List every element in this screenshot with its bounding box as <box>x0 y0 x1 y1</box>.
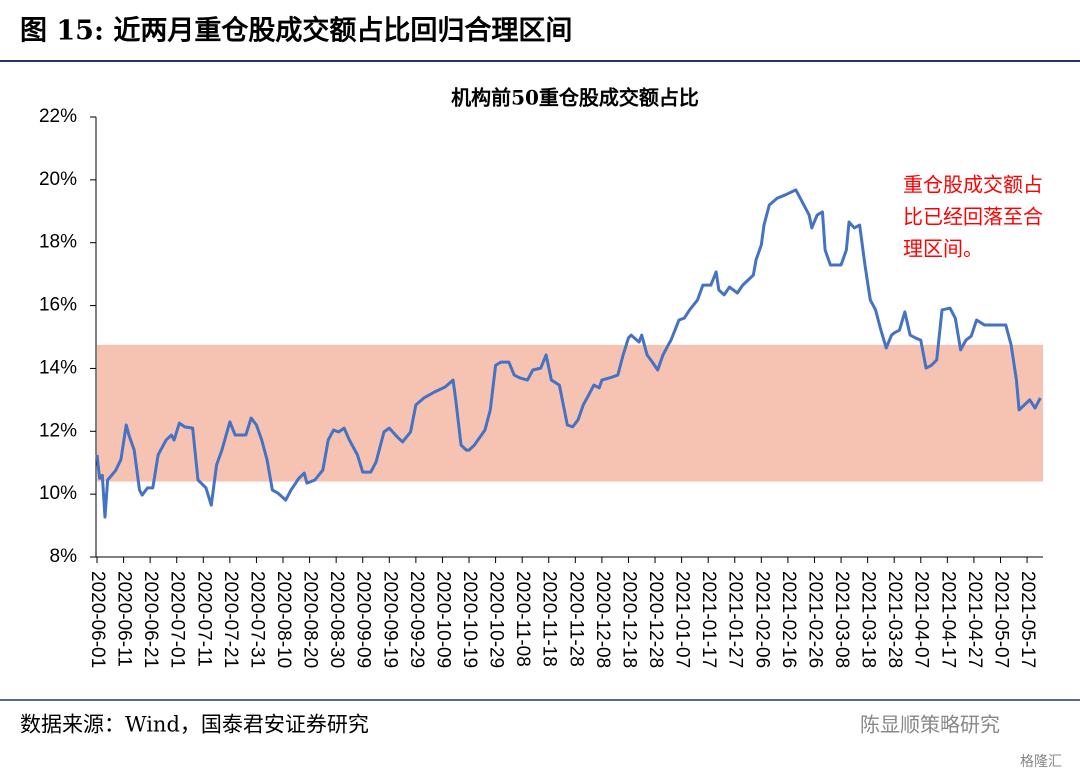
x-tick-label: 2021-02-26 <box>804 571 825 668</box>
source: 数据来源：Wind，国泰君安证券研究 <box>20 713 369 737</box>
x-tick-label: 2021-04-07 <box>911 571 932 668</box>
x-tick-label: 2020-10-09 <box>432 571 453 668</box>
x-tick-label: 2020-06-01 <box>87 571 108 668</box>
x-tick-label: 2021-05-17 <box>1017 571 1038 668</box>
y-tick-label: 16% <box>39 295 77 316</box>
y-tick-label: 22% <box>39 106 77 127</box>
data-line <box>95 188 1042 519</box>
x-tick-label: 2020-07-11 <box>193 571 214 667</box>
x-tick-label: 2021-04-27 <box>964 571 985 668</box>
x-tick-label: 2020-12-18 <box>618 571 639 668</box>
x-tick-label: 2020-11-28 <box>565 571 586 667</box>
reasonable-range-band <box>97 344 1043 482</box>
x-tick-label: 2020-08-30 <box>326 571 347 668</box>
x-tick-label: 2020-06-11 <box>114 571 135 667</box>
y-tick-label: 18% <box>39 232 77 253</box>
x-tick-label: 2021-03-18 <box>858 571 879 668</box>
y-tick-label: 12% <box>39 420 77 441</box>
x-tick-label: 2020-12-28 <box>645 571 666 668</box>
y-tick-label: 8% <box>50 546 78 567</box>
x-tick-label: 2021-02-06 <box>751 571 772 668</box>
x-tick-label: 2020-07-01 <box>167 571 188 668</box>
x-tick-label: 2020-09-09 <box>353 571 374 668</box>
x-tick-label: 2020-09-19 <box>379 571 400 668</box>
x-tick-label: 2020-08-10 <box>273 571 294 668</box>
x-tick-label: 2020-11-08 <box>512 571 533 667</box>
x-tick-label: 2020-06-21 <box>140 571 161 668</box>
x-tick-label: 2021-03-08 <box>831 571 852 668</box>
figure-title: 图 15: 近两月重仓股成交额占比回归合理区间 <box>20 15 572 47</box>
watermark: 陈显顺策略研究 <box>860 713 1000 737</box>
x-tick-label: 2020-10-29 <box>486 571 507 668</box>
x-tick-label: 2021-02-16 <box>778 571 799 668</box>
x-tick-label: 2020-10-19 <box>459 571 480 668</box>
y-tick-label: 20% <box>39 169 77 190</box>
x-tick-label: 2021-01-07 <box>672 571 693 668</box>
annotation: 重仓股成交额占 <box>903 173 1043 197</box>
x-tick-label: 2020-07-21 <box>220 571 241 668</box>
annotation: 理区间。 <box>903 237 983 261</box>
chart-title: 机构前50重仓股成交额占比 <box>451 86 699 110</box>
x-tick-label: 2020-12-08 <box>592 571 613 668</box>
x-tick-label: 2020-08-20 <box>300 571 321 668</box>
y-tick-label: 10% <box>39 483 77 504</box>
x-tick-label: 2021-01-17 <box>698 571 719 668</box>
x-tick-label: 2021-04-17 <box>937 571 958 668</box>
x-tick-label: 2020-09-29 <box>406 571 427 668</box>
x-tick-label: 2021-03-28 <box>884 571 905 668</box>
y-tick-label: 14% <box>39 357 77 378</box>
x-tick-label: 2021-05-07 <box>990 571 1011 668</box>
x-tick-label: 2020-07-31 <box>246 571 267 668</box>
x-tick-label: 2021-01-27 <box>725 571 746 668</box>
logo: 格隆汇 <box>1020 754 1062 770</box>
annotation: 比已经回落至合 <box>903 205 1043 229</box>
x-tick-label: 2020-11-18 <box>539 571 560 667</box>
